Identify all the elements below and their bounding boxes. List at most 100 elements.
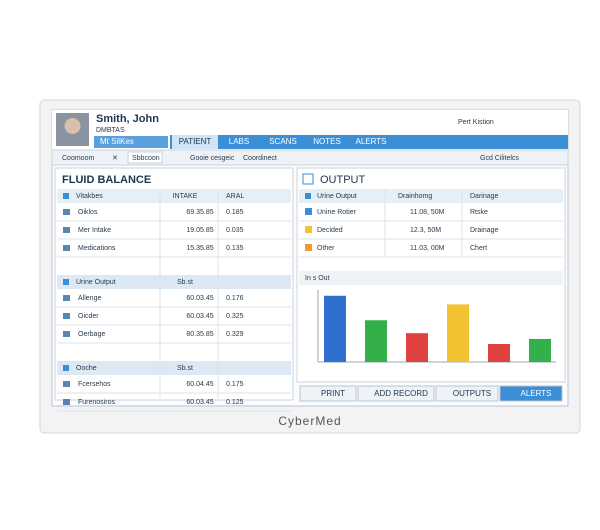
cell: 12.3, 50M	[410, 227, 441, 234]
bar	[406, 333, 428, 362]
cell: Decided	[317, 227, 343, 234]
row-icon	[63, 245, 70, 251]
header-user: Pert Kistion	[458, 119, 494, 126]
button-label[interactable]: ALERTS	[521, 389, 552, 398]
row-icon	[63, 331, 70, 337]
cell: Chert	[470, 245, 487, 252]
row-icon	[63, 399, 70, 405]
toolbar-item[interactable]: Gcd Cilitelcs	[480, 155, 519, 162]
bar	[488, 344, 510, 362]
panel-title: FLUID BALANCE	[62, 174, 151, 186]
cell: 0.329	[226, 331, 244, 338]
button-label[interactable]: PRINT	[321, 389, 345, 398]
icon	[63, 365, 69, 371]
section-header	[57, 275, 291, 289]
cell: 69.35.85	[186, 209, 213, 216]
table-header	[299, 189, 563, 203]
tab[interactable]: ALERTS	[356, 137, 387, 146]
row-icon	[63, 381, 70, 387]
cell: 60.03.45	[186, 295, 213, 302]
cell: Unine Rotier	[317, 209, 357, 216]
photo-face	[64, 118, 81, 134]
button[interactable]	[299, 385, 357, 402]
cell: 0.125	[226, 399, 244, 406]
section-header	[57, 361, 291, 375]
cell: Allenge	[78, 295, 101, 302]
cell: 11.08, 50M	[410, 209, 445, 216]
cell: 11.03, 00M	[410, 245, 445, 252]
cell: 60.04.45	[186, 381, 213, 388]
cell: 19.05.85	[186, 227, 213, 234]
row-icon	[63, 295, 70, 301]
toolbar	[51, 149, 569, 166]
search-box[interactable]	[127, 151, 163, 164]
cell: Furenosiros	[78, 399, 115, 406]
bar	[324, 295, 346, 362]
patient-id: DMBTAS	[96, 127, 125, 134]
column-header: Sb.st	[177, 279, 193, 286]
tab[interactable]: PATIENT	[179, 137, 212, 146]
bar	[447, 304, 469, 362]
cell: Drainage	[470, 227, 499, 234]
close-icon[interactable]: ✕	[112, 155, 118, 162]
icon	[63, 279, 69, 285]
column-header: INTAKE	[173, 193, 198, 200]
chart-title: In s Out	[305, 275, 330, 282]
tab-bar	[170, 135, 568, 149]
cell: Other	[317, 245, 335, 252]
cell: 60.03.45	[186, 399, 213, 406]
bar	[529, 338, 551, 362]
column-header: Vitakbes	[76, 193, 103, 200]
icon	[305, 193, 311, 199]
cell: 80.35.85	[186, 331, 213, 338]
tab[interactable]: LABS	[229, 137, 249, 146]
chart-header	[299, 271, 563, 285]
patient-tag-text: Mt SilKes	[100, 137, 134, 146]
patient-tag	[94, 136, 168, 148]
row-icon	[63, 313, 70, 319]
button[interactable]	[435, 385, 499, 402]
tab[interactable]: NOTES	[313, 137, 341, 146]
cell: 60.03.45	[186, 313, 213, 320]
bar	[365, 320, 387, 362]
button-label[interactable]: OUTPUTS	[453, 389, 491, 398]
cell: Oiklos	[78, 209, 98, 216]
cell: Oerbage	[78, 331, 105, 338]
toolbar-item[interactable]: Coordinect	[243, 155, 277, 162]
section-header	[57, 189, 291, 203]
column-header: Darinage	[470, 193, 499, 200]
column-header: Ooche	[76, 365, 97, 372]
active-tab	[172, 135, 218, 149]
button[interactable]	[357, 385, 435, 402]
row-icon	[63, 227, 70, 233]
patient-name: Smith, John	[96, 113, 159, 125]
column-header: Urine Output	[317, 193, 357, 200]
brand: CyberMed	[278, 414, 341, 428]
toolbar-item[interactable]: Sbbcoon	[132, 155, 160, 162]
column-header: ARAL	[226, 193, 244, 200]
cell: Fcersehos	[78, 381, 111, 388]
toolbar-item[interactable]: Coomoom	[62, 155, 94, 162]
column-header: Urine Output	[76, 279, 116, 286]
cell: Mer Intake	[78, 227, 111, 234]
cell: 0.035	[226, 227, 244, 234]
button-label[interactable]: ADD RECORD	[374, 389, 428, 398]
toolbar-item[interactable]: Gooie cesgeic	[190, 155, 235, 162]
row-icon	[305, 208, 312, 215]
icon	[63, 193, 69, 199]
row-icon	[63, 209, 70, 215]
cell: Rtske	[470, 209, 488, 216]
checkbox[interactable]	[302, 173, 314, 185]
button[interactable]	[499, 385, 563, 402]
cell: 0.176	[226, 295, 244, 302]
cell: 0.175	[226, 381, 244, 388]
row-icon	[305, 226, 312, 233]
cell: 15.35.85	[186, 245, 213, 252]
column-header: Drainhomg	[398, 193, 432, 200]
cell: Oicder	[78, 313, 99, 320]
tab[interactable]: SCANS	[269, 137, 297, 146]
cell: 0.185	[226, 209, 244, 216]
panel-title: OUTPUT	[320, 174, 366, 186]
row-icon	[305, 244, 312, 251]
